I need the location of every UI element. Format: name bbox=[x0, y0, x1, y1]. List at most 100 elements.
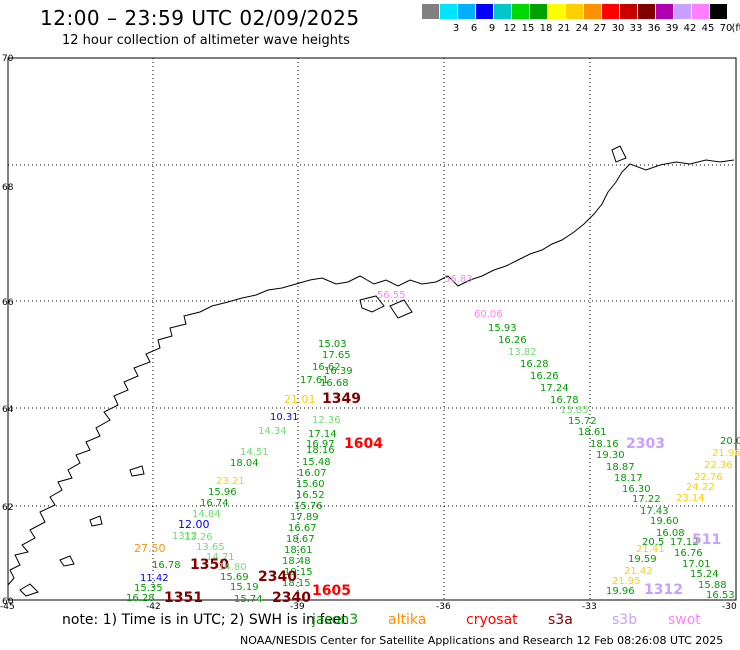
wave-height-label: 16.78 bbox=[550, 395, 579, 406]
wave-height-label: 10.31 bbox=[270, 412, 299, 423]
legend-swatch bbox=[422, 4, 439, 19]
wave-height-label: 17.22 bbox=[632, 494, 661, 505]
legend-swatch bbox=[566, 4, 583, 19]
legend-label: 15 bbox=[521, 23, 535, 34]
wave-height-label: 21.95 bbox=[612, 576, 641, 587]
wave-height-label: 511 bbox=[692, 532, 721, 548]
wave-height-label: 23.14 bbox=[676, 493, 705, 504]
wave-height-label: 15.93 bbox=[488, 323, 517, 334]
lat-tick-label: 62 bbox=[2, 503, 13, 513]
wave-height-label: 16.67 bbox=[288, 523, 317, 534]
wave-height-label: 11.42 bbox=[140, 573, 169, 584]
wave-height-label: 16.07 bbox=[298, 468, 327, 479]
legend-swatch bbox=[674, 4, 691, 19]
wave-height-label: 16.78 bbox=[152, 560, 181, 571]
wave-height-label: 19.30 bbox=[596, 450, 625, 461]
wave-height-label: 18.16 bbox=[590, 439, 619, 450]
wave-height-label: 21.01 bbox=[284, 393, 316, 406]
satellite-label: swot bbox=[668, 612, 701, 628]
legend-swatch bbox=[620, 4, 637, 19]
wave-height-label: 14.84 bbox=[192, 509, 221, 520]
wave-height-label: 24.22 bbox=[686, 482, 715, 493]
wave-height-label: 17.01 bbox=[682, 559, 711, 570]
wave-height-label: 23.21 bbox=[216, 476, 245, 487]
wave-height-label: 14.71 bbox=[206, 552, 235, 563]
legend-swatch bbox=[548, 4, 565, 19]
wave-height-label: 16.28 bbox=[520, 359, 549, 370]
wave-height-label: 16.30 bbox=[622, 484, 651, 495]
wave-height-label: 15.88 bbox=[698, 580, 727, 591]
wave-height-label: 15.48 bbox=[302, 457, 331, 468]
wave-height-label: 17.14 bbox=[308, 429, 337, 440]
legend-unit: (ft) bbox=[731, 23, 740, 34]
wave-height-label: 22.36 bbox=[704, 460, 733, 471]
wave-height-label: 13.82 bbox=[508, 347, 537, 358]
legend-swatch bbox=[440, 4, 457, 19]
wave-height-label: 17.61 bbox=[300, 375, 329, 386]
legend-swatch bbox=[512, 4, 529, 19]
wave-height-label: 18.67 bbox=[286, 534, 315, 545]
wave-height-label: 17.43 bbox=[640, 506, 669, 517]
wave-height-label: 16.53 bbox=[706, 590, 735, 601]
graticule bbox=[8, 58, 736, 600]
legend-label: 33 bbox=[629, 23, 643, 34]
wave-height-label: 18.15 bbox=[282, 578, 311, 589]
wave-height-label: 15.19 bbox=[230, 582, 259, 593]
legend-swatch bbox=[458, 4, 475, 19]
wave-height-label: 21.42 bbox=[624, 566, 653, 577]
wave-height-label: 18.61 bbox=[284, 545, 313, 556]
legend-label: 45 bbox=[701, 23, 715, 34]
legend-label: 6 bbox=[470, 23, 478, 34]
wave-height-label: 1312 bbox=[644, 582, 683, 598]
lat-tick-label: 60 bbox=[2, 597, 14, 607]
wave-height-label: 14.51 bbox=[240, 447, 269, 458]
wave-height-label: 2303 bbox=[626, 436, 665, 452]
wave-height-label: 18.04 bbox=[230, 458, 259, 469]
legend-label: 3 bbox=[452, 23, 460, 34]
wave-height-label: 13.26 bbox=[184, 532, 213, 543]
wave-height-label: 18.61 bbox=[578, 427, 607, 438]
wave-height-label: 19.60 bbox=[650, 516, 679, 527]
wave-height-label: 18.48 bbox=[282, 556, 311, 567]
legend-label: 18 bbox=[539, 23, 553, 34]
map-frame bbox=[7, 57, 737, 601]
coastline bbox=[7, 159, 735, 586]
wave-height-label: 16.28 bbox=[126, 593, 155, 604]
lon-tick-label: -45 bbox=[0, 602, 15, 612]
legend-label: 39 bbox=[665, 23, 679, 34]
legend-label: 42 bbox=[683, 23, 697, 34]
lon-tick-label: -42 bbox=[146, 602, 161, 612]
wave-height-label: 15.76 bbox=[294, 501, 323, 512]
lon-tick-label: -30 bbox=[722, 602, 737, 612]
legend-swatch bbox=[584, 4, 601, 19]
legend-label: 36 bbox=[647, 23, 661, 34]
wave-height-label: 2340 bbox=[272, 590, 311, 606]
footer-note: note: 1) Time is in UTC; 2) SWH is in fe… bbox=[62, 612, 348, 628]
legend-swatch bbox=[530, 4, 547, 19]
lat-tick-label: 70 bbox=[2, 54, 14, 64]
legend-label: 9 bbox=[488, 23, 496, 34]
wave-height-label: 16.39 bbox=[324, 366, 353, 377]
wave-height-label: 15.03 bbox=[318, 339, 347, 350]
wave-height-label: 19.59 bbox=[628, 554, 657, 565]
wave-height-label: 17.89 bbox=[290, 512, 319, 523]
wave-height-label: 19.15 bbox=[284, 567, 313, 578]
wave-height-label: 1351 bbox=[164, 590, 203, 606]
wave-height-label: 15.96 bbox=[208, 487, 237, 498]
wave-height-label: 13.65 bbox=[196, 542, 225, 553]
satellite-label: s3b bbox=[612, 612, 638, 628]
wave-height-label: 17.65 bbox=[322, 350, 351, 361]
legend-swatch bbox=[638, 4, 655, 19]
lon-tick-label: -39 bbox=[290, 602, 305, 612]
legend-label: 70 bbox=[719, 23, 733, 34]
satellite-label: jason3 bbox=[312, 612, 359, 628]
wave-height-label: 56.55 bbox=[377, 290, 406, 301]
wave-height-label: 60.06 bbox=[474, 309, 503, 320]
wave-height-label: 15.35 bbox=[134, 583, 163, 594]
wave-height-label: 14.80 bbox=[218, 562, 247, 573]
wave-height-label: 15.74 bbox=[234, 594, 263, 605]
wave-height-label: 22.76 bbox=[694, 472, 723, 483]
wave-height-label: 16.97 bbox=[306, 439, 335, 450]
satellite-label: s3a bbox=[548, 612, 573, 628]
legend-label: 21 bbox=[557, 23, 571, 34]
